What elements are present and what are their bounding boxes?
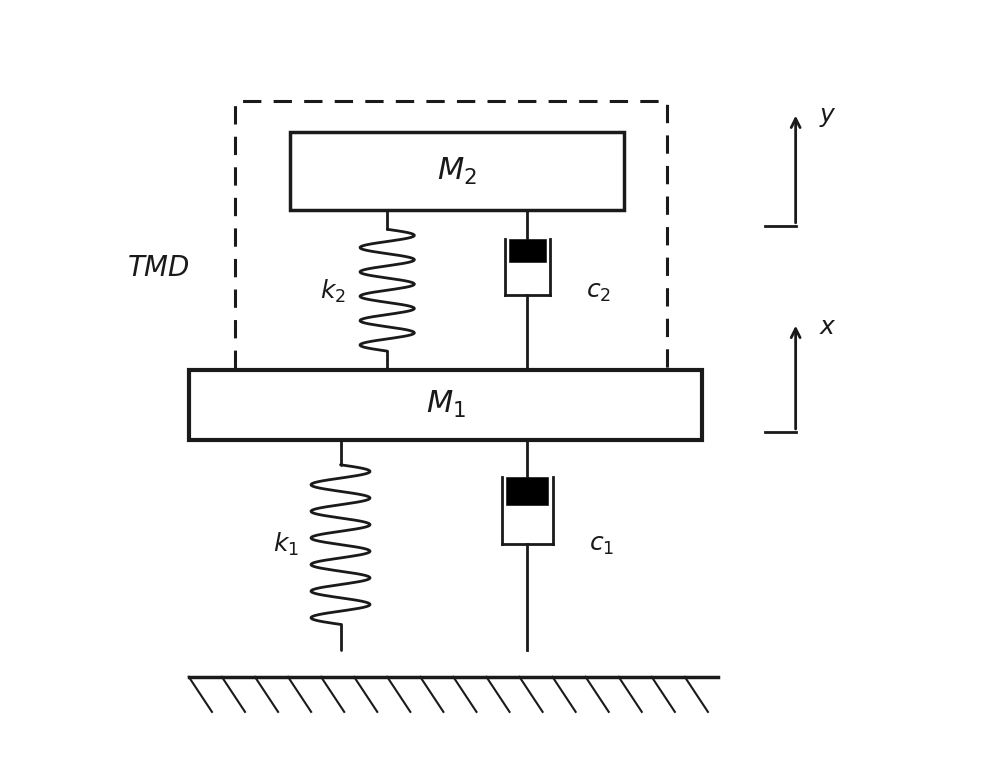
Text: $k_1$: $k_1$ bbox=[273, 531, 299, 558]
Text: $x$: $x$ bbox=[819, 315, 837, 338]
Text: $k_2$: $k_2$ bbox=[320, 279, 346, 305]
Bar bbox=[235, 101, 667, 424]
Text: $TMD$: $TMD$ bbox=[127, 254, 190, 282]
Bar bbox=[189, 370, 702, 440]
Bar bbox=[290, 132, 624, 210]
Bar bbox=[506, 478, 548, 505]
Text: $y$: $y$ bbox=[819, 105, 837, 128]
Text: $c_1$: $c_1$ bbox=[589, 533, 615, 556]
Text: $M_2$: $M_2$ bbox=[437, 156, 477, 187]
Bar bbox=[509, 239, 546, 262]
Text: $M_1$: $M_1$ bbox=[426, 389, 466, 420]
Text: $c_2$: $c_2$ bbox=[586, 280, 611, 303]
